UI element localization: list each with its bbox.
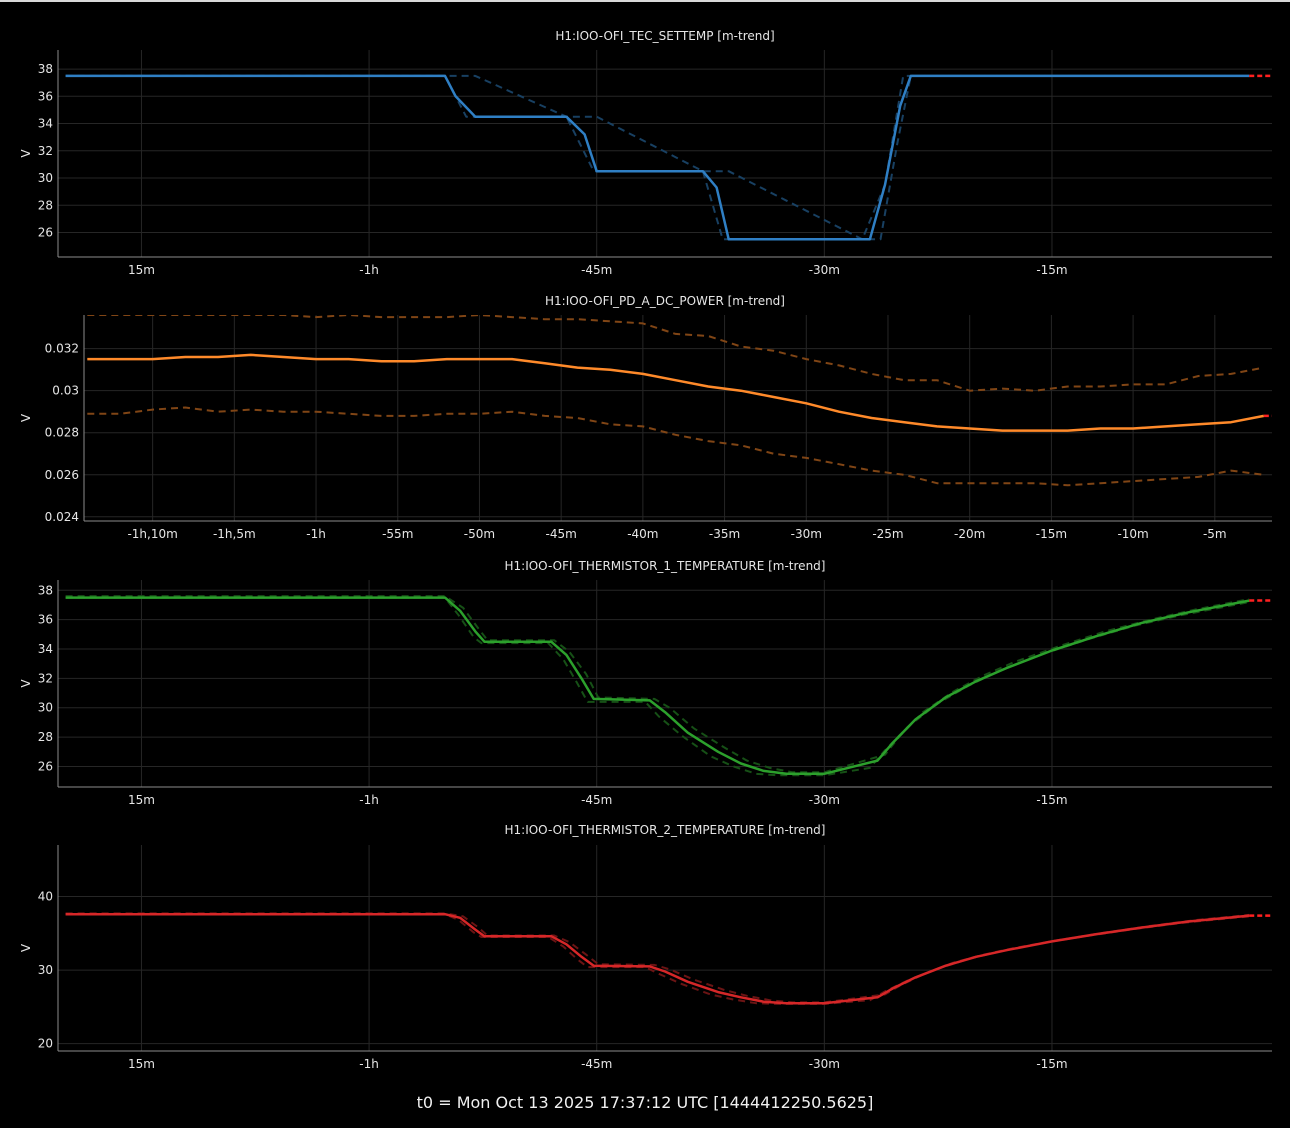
series-max-line	[65, 912, 1250, 1004]
y-tick-label: 36	[38, 613, 53, 627]
y-tick-label: 26	[38, 225, 53, 239]
series-mean-line	[65, 596, 1250, 776]
y-tick-label: 28	[38, 730, 53, 744]
x-tick-label: -30m	[809, 1057, 840, 1071]
series-min-line	[65, 596, 1250, 777]
y-tick-label: 0.024	[45, 510, 79, 524]
x-tick-label: -45m	[546, 527, 577, 541]
plot-therm2: 15m -1h -45m -30m -15m 20 30 40 H1:IOO-OFI_THERM…	[19, 823, 1272, 1071]
chart-title: H1:IOO-OFI_THERMISTOR_1_TEMPERATURE [m-t…	[505, 559, 826, 573]
y-tick-label: 0.03	[52, 384, 79, 398]
y-tick-label: 32	[38, 144, 53, 158]
series-min-line	[65, 74, 1250, 241]
y-tick-label: 38	[38, 62, 53, 76]
x-tick-label: -30m	[791, 527, 822, 541]
x-tick-label: -10m	[1117, 527, 1148, 541]
series-max-line	[87, 315, 1264, 392]
series-max-line	[65, 74, 1250, 241]
chart-title: H1:IOO-OFI_TEC_SETTEMP [m-trend]	[555, 29, 774, 43]
y-axis-label: V	[19, 679, 33, 688]
y-tick-label: 34	[38, 117, 53, 131]
series-max-line	[65, 595, 1250, 774]
x-tick-label: -15m	[1036, 1057, 1067, 1071]
y-tick-label: 30	[38, 171, 53, 185]
y-axis-label: V	[19, 943, 33, 952]
x-tick-label: -30m	[809, 263, 840, 277]
window-top-border	[0, 0, 1290, 2]
y-tick-label: 32	[38, 671, 53, 685]
series-mean-line	[65, 912, 1250, 1005]
x-tick-label: -15m	[1036, 793, 1067, 807]
x-tick-label: -45m	[581, 263, 612, 277]
x-tick-label: -1h	[359, 263, 379, 277]
y-tick-label: 38	[38, 583, 53, 597]
x-tick-label: -20m	[954, 527, 985, 541]
series-mean-line	[65, 74, 1250, 241]
series-min-line	[87, 406, 1264, 487]
y-tick-label: 34	[38, 642, 53, 656]
plot-therm1: 15m -1h -45m -30m -15m 26 28 30 32 34 36 38 H1:IOO-O…	[19, 559, 1272, 807]
x-tick-label: -55m	[382, 527, 413, 541]
x-tick-label: -1h	[359, 1057, 379, 1071]
y-tick-label: 20	[38, 1037, 53, 1051]
x-tick-label: -45m	[581, 793, 612, 807]
y-tick-label: 36	[38, 89, 53, 103]
x-tick-label: -5m	[1203, 527, 1227, 541]
x-tick-label: -40m	[627, 527, 658, 541]
x-tick-label: -35m	[709, 527, 740, 541]
series-mean-line	[87, 353, 1265, 432]
x-tick-label: -45m	[581, 1057, 612, 1071]
x-tick-label: -1h,10m	[127, 527, 177, 541]
y-tick-label: 0.026	[45, 468, 79, 482]
y-tick-label: 40	[38, 890, 53, 904]
x-tick-label: -15m	[1036, 527, 1067, 541]
y-tick-label: 0.028	[45, 426, 79, 440]
x-tick-label: -1h	[359, 793, 379, 807]
y-axis-label: V	[19, 149, 33, 158]
y-tick-label: 0.032	[45, 342, 79, 356]
x-tick-label: -1h	[306, 527, 326, 541]
x-tick-label: -25m	[872, 527, 903, 541]
x-tick-label: 15m	[128, 1057, 155, 1071]
plot-settemp: 15m -1h -45m -30m -15m 26 28 30 32 34 36 38 H1:IOO-O…	[19, 29, 1272, 277]
x-tick-label: 15m	[128, 793, 155, 807]
x-tick-label: -1h,5m	[213, 527, 256, 541]
y-tick-label: 30	[38, 701, 53, 715]
x-tick-label: -15m	[1036, 263, 1067, 277]
plot-power: -1h,10m -1h,5m -1h -55m -50m -45m -40m -35m -30m…	[19, 294, 1272, 541]
y-axis-label: V	[19, 413, 33, 422]
chart-title: H1:IOO-OFI_PD_A_DC_POWER [m-trend]	[545, 294, 785, 308]
y-tick-label: 30	[38, 963, 53, 977]
t0-label: t0 = Mon Oct 13 2025 17:37:12 UTC [14444…	[416, 1093, 874, 1112]
y-tick-label: 28	[38, 198, 53, 212]
x-tick-label: 15m	[128, 263, 155, 277]
series-min-line	[65, 913, 1250, 1005]
y-tick-label: 26	[38, 759, 53, 773]
chart-title: H1:IOO-OFI_THERMISTOR_2_TEMPERATURE [m-t…	[505, 823, 826, 837]
x-tick-label: -30m	[809, 793, 840, 807]
x-tick-label: -50m	[464, 527, 495, 541]
